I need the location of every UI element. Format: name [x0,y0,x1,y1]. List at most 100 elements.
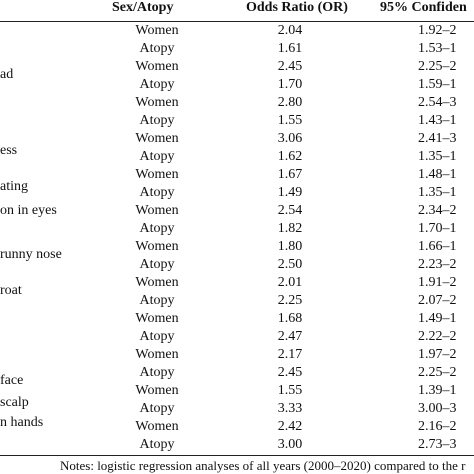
table-row: Atopy 1.62 1.35–1 [0,148,474,166]
sex-atopy-cell: Women [135,347,179,362]
odds-ratio-cell: 1.82 [277,221,303,236]
table-row: Women 2.42 2.16–2 [0,418,474,436]
ci-cell: 1.43–1 [418,113,457,128]
odds-ratio-cell: 2.17 [277,347,303,362]
odds-ratio-cell: 2.47 [277,329,303,344]
sex-atopy-cell: Atopy [139,401,175,416]
ci-cell: 1.59–1 [418,77,457,92]
table-row: Women 1.80 1.66–1 [0,238,474,256]
table-row: Atopy 2.47 2.22–2 [0,328,474,346]
table-row: Atopy 2.45 2.25–2 [0,364,474,382]
sex-atopy-cell: Women [135,311,179,326]
sex-atopy-cell: Women [135,23,179,38]
header-odds-ratio: Odds Ratio (OR) [246,0,348,15]
sex-atopy-cell: Atopy [139,221,175,236]
odds-ratio-cell: 2.50 [277,257,303,272]
odds-ratio-cell: 1.70 [277,77,303,92]
header-confidence-interval: 95% Confiden [380,0,467,15]
ci-cell: 1.35–1 [418,185,457,200]
sex-atopy-cell: Atopy [139,77,175,92]
ci-cell: 2.25–2 [418,365,457,380]
odds-ratio-cell: 1.67 [277,167,303,182]
odds-ratio-cell: 1.61 [277,41,303,56]
odds-ratio-cell: 2.01 [277,275,303,290]
sex-atopy-cell: Women [135,95,179,110]
sex-atopy-cell: Women [135,203,179,218]
sex-atopy-cell: Atopy [139,149,175,164]
table-row: Atopy 2.50 2.23–2 [0,256,474,274]
odds-ratio-cell: 1.80 [277,239,303,254]
sex-atopy-cell: Women [135,419,179,434]
table-row: Atopy 1.49 1.35–1 [0,184,474,202]
sex-atopy-cell: Atopy [139,293,175,308]
sex-atopy-cell: Atopy [139,437,175,452]
ci-cell: 1.70–1 [418,221,457,236]
row-group-label: n hands [0,415,44,430]
ci-cell: 1.53–1 [418,41,457,56]
odds-ratio-cell: 2.04 [277,23,303,38]
odds-ratio-cell: 1.49 [277,185,303,200]
odds-ratio-cell: 3.33 [277,401,303,416]
table-notes: Notes: logistic regression analyses of a… [60,458,466,473]
odds-ratio-cell: 2.25 [277,293,303,308]
ci-cell: 1.91–2 [418,275,457,290]
ci-cell: 2.23–2 [418,257,457,272]
table-row: Women 2.45 2.25–2 [0,58,474,76]
table-row: Atopy 3.00 2.73–3 [0,436,474,454]
odds-ratio-cell: 1.55 [277,113,303,128]
sex-atopy-cell: Women [135,275,179,290]
header-sex-atopy: Sex/Atopy [112,0,174,15]
sex-atopy-cell: Atopy [139,329,175,344]
table-row: Atopy 1.70 1.59–1 [0,76,474,94]
odds-ratio-cell: 2.80 [277,95,303,110]
table-row: Women 2.04 1.92–2 [0,22,474,40]
row-group-label: ating [0,179,28,194]
table-row: Women 2.01 1.91–2 [0,274,474,292]
odds-ratio-cell: 3.00 [277,437,303,452]
sex-atopy-cell: Atopy [139,365,175,380]
ci-cell: 2.07–2 [418,293,457,308]
odds-ratio-cell: 2.45 [277,59,303,74]
header-divider [0,21,474,22]
odds-ratio-cell: 1.62 [277,149,303,164]
sex-atopy-cell: Atopy [139,113,175,128]
odds-ratio-cell: 2.54 [277,203,303,218]
odds-ratio-cell: 2.45 [277,365,303,380]
table-row: Women 2.80 2.54–3 [0,94,474,112]
sex-atopy-cell: Women [135,59,179,74]
table-bottom-rule [0,455,474,456]
sex-atopy-cell: Atopy [139,41,175,56]
table-row: Atopy 1.61 1.53–1 [0,40,474,58]
ci-cell: 2.54–3 [418,95,457,110]
row-group-labels: ad ess ating on in eyes runny nose roat … [0,0,110,474]
sex-atopy-cell: Women [135,239,179,254]
table-row: Women 2.17 1.97–2 [0,346,474,364]
row-group-label: face [0,373,24,388]
sex-atopy-cell: Atopy [139,257,175,272]
ci-cell: 1.66–1 [418,239,457,254]
ci-cell: 3.00–3 [418,401,457,416]
odds-ratio-cell: 1.68 [277,311,303,326]
table-row: Atopy 1.55 1.43–1 [0,112,474,130]
table-row: Atopy 1.82 1.70–1 [0,220,474,238]
table-row: Women 1.67 1.48–1 [0,166,474,184]
ci-cell: 1.35–1 [418,149,457,164]
table-row: Atopy 3.33 3.00–3 [0,400,474,418]
ci-cell: 2.16–2 [418,419,457,434]
table-row: Women 3.06 2.41–3 [0,130,474,148]
table-row: Atopy 2.25 2.07–2 [0,292,474,310]
ci-cell: 1.48–1 [418,167,457,182]
table-body: Women 2.04 1.92–2 Atopy 1.61 1.53–1 Women 2.4… [0,22,474,454]
sex-atopy-cell: Women [135,131,179,146]
sex-atopy-cell: Atopy [139,185,175,200]
ci-cell: 1.49–1 [418,311,457,326]
odds-ratio-cell: 1.55 [277,383,303,398]
ci-cell: 2.25–2 [418,59,457,74]
ci-cell: 2.22–2 [418,329,457,344]
row-group-label: scalp [0,395,29,410]
ci-cell: 2.41–3 [418,131,457,146]
ci-cell: 1.97–2 [418,347,457,362]
odds-ratio-cell: 3.06 [277,131,303,146]
row-group-label: ad [0,67,14,82]
